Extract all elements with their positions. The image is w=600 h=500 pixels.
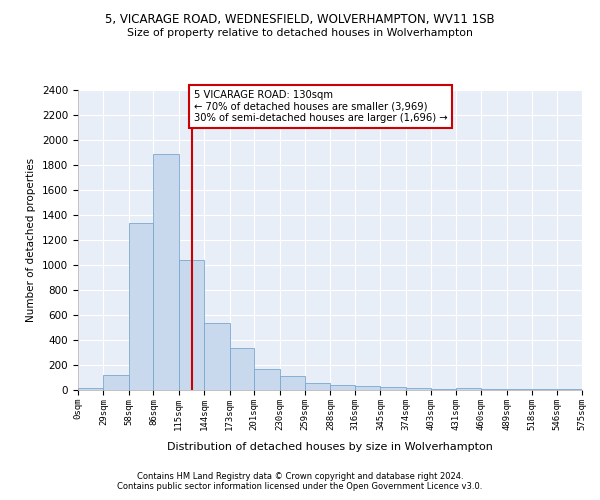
Bar (254, 370, 280, 390)
Bar (305, 382, 331, 390)
Text: 5 VICARAGE ROAD: 130sqm
← 70% of detached houses are smaller (3,969)
30% of semi: 5 VICARAGE ROAD: 130sqm ← 70% of detache… (194, 90, 448, 123)
Bar (230, 348, 254, 390)
Bar (78, 388, 103, 390)
Bar (331, 385, 355, 390)
Bar (456, 388, 481, 390)
Text: Contains public sector information licensed under the Open Government Licence v3: Contains public sector information licen… (118, 482, 482, 491)
Bar (103, 375, 129, 390)
Bar (179, 260, 204, 390)
Y-axis label: Number of detached properties: Number of detached properties (26, 158, 37, 322)
Text: 5, VICARAGE ROAD, WEDNESFIELD, WOLVERHAMPTON, WV11 1SB: 5, VICARAGE ROAD, WEDNESFIELD, WOLVERHAM… (105, 12, 495, 26)
Text: Distribution of detached houses by size in Wolverhampton: Distribution of detached houses by size … (167, 442, 493, 452)
Bar (280, 376, 305, 390)
Bar (406, 388, 431, 390)
Bar (204, 322, 230, 390)
Bar (380, 387, 406, 390)
Text: Contains HM Land Registry data © Crown copyright and database right 2024.: Contains HM Land Registry data © Crown c… (137, 472, 463, 481)
Bar (355, 386, 380, 390)
Text: Size of property relative to detached houses in Wolverhampton: Size of property relative to detached ho… (127, 28, 473, 38)
Bar (154, 154, 179, 390)
Bar (129, 222, 154, 390)
